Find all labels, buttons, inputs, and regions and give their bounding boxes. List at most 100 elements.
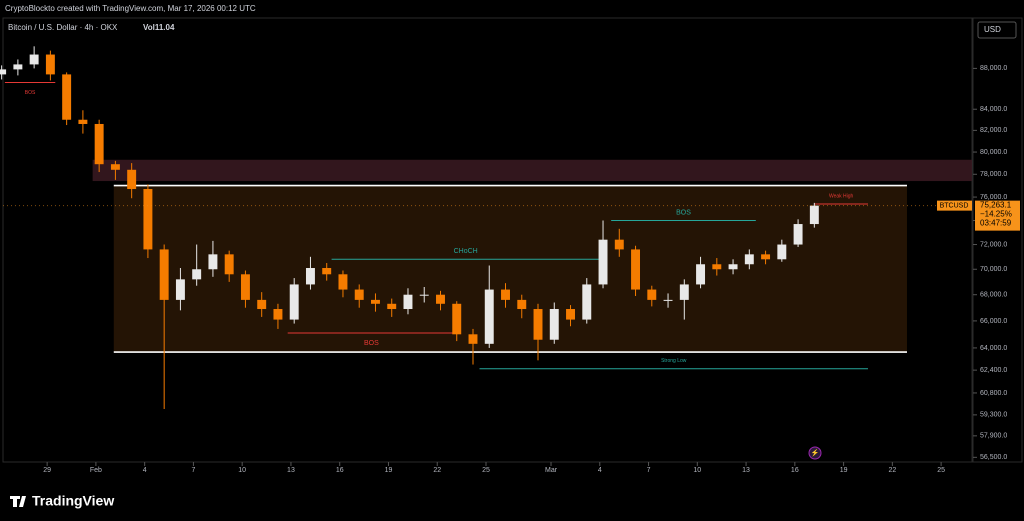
y-tick-label: 72,000.0: [980, 241, 1007, 248]
candle-body: [192, 269, 202, 280]
x-tick-label: 25: [482, 467, 490, 474]
candle-body: [647, 289, 657, 300]
candle-body: [110, 164, 120, 170]
change-text: −14.25%: [980, 210, 1012, 219]
x-tick-label: 7: [191, 467, 195, 474]
x-tick-label: 29: [43, 467, 51, 474]
y-tick-label: 62,400.0: [980, 367, 1007, 374]
candle-body: [501, 289, 510, 300]
candle-body: [224, 254, 234, 275]
candle-body: [13, 64, 23, 70]
candle-body: [566, 309, 575, 320]
zone: [92, 159, 973, 182]
candle-body: [127, 169, 137, 190]
x-tick-label: 10: [238, 467, 246, 474]
candle-body: [631, 249, 641, 290]
footer: [0, 488, 1024, 521]
x-tick-label: 13: [287, 467, 295, 474]
event-icon-glyph: ⚡: [811, 448, 820, 457]
candle-body: [175, 279, 185, 300]
candle-body: [354, 289, 364, 300]
countdown-text: 03:47:59: [980, 219, 1012, 228]
candle-body: [468, 334, 478, 344]
candle-body: [452, 303, 462, 335]
y-tick-label: 56,500.0: [980, 454, 1007, 461]
brand: TradingView: [32, 493, 114, 509]
candle-body: [289, 284, 299, 320]
level-label: BOS: [364, 340, 379, 347]
candle-body: [143, 189, 153, 250]
y-tick-label: 64,000.0: [980, 345, 1007, 352]
y-tick-label: 68,000.0: [980, 292, 1007, 299]
candle-body: [582, 284, 592, 320]
level-label: CHoCH: [454, 248, 478, 255]
x-tick-label: 16: [791, 467, 799, 474]
tv-logo: [10, 496, 26, 507]
level-label: BOS: [676, 209, 691, 216]
y-tick-label: 66,000.0: [980, 318, 1007, 325]
event-icon[interactable]: [808, 446, 822, 460]
candle-body: [744, 254, 754, 265]
x-tick-label: Mar: [545, 467, 558, 474]
candle-body: [78, 119, 88, 124]
candle-body: [614, 239, 624, 250]
x-tick-label: 16: [336, 467, 344, 474]
candle-body: [549, 309, 559, 340]
level-label: Strong Low: [661, 358, 687, 364]
candle-body: [62, 74, 72, 120]
y-tick-label: 70,000.0: [980, 266, 1007, 273]
candle-body: [679, 284, 689, 300]
symbol: Bitcoin / U.S. Dollar · 4h · OKX: [8, 23, 118, 32]
candle-body: [322, 268, 332, 275]
x-tick-label: 4: [143, 467, 147, 474]
candle-body: [45, 54, 55, 75]
candle-body: [240, 274, 250, 300]
y-tick-label: 76,000.0: [980, 194, 1007, 201]
currency: USD: [984, 25, 1001, 34]
x-tick-label: 22: [433, 467, 441, 474]
candle-body: [0, 69, 7, 75]
candle-body: [663, 299, 673, 301]
candle-body: [371, 299, 380, 304]
candle-body: [387, 303, 397, 310]
candle-body: [484, 289, 494, 344]
y-tick-label: 78,000.0: [980, 171, 1007, 178]
candle-body: [696, 264, 706, 285]
y-tick-label: 88,000.0: [980, 65, 1007, 72]
level-label: BOS: [25, 90, 36, 96]
candle-body: [94, 123, 104, 165]
price-tag: [975, 200, 1020, 231]
candle-body: [208, 254, 218, 270]
candle-body: [761, 254, 771, 260]
y-tick-label: 57,900.0: [980, 433, 1007, 440]
x-tick-label: 7: [647, 467, 651, 474]
y-tick-label: 82,000.0: [980, 127, 1007, 134]
currency-box[interactable]: [977, 21, 1017, 39]
candle-body: [598, 239, 608, 285]
zone: [113, 185, 907, 353]
y-tick-label: 84,000.0: [980, 106, 1007, 113]
candle-body: [533, 309, 543, 340]
x-tick-label: 10: [693, 467, 701, 474]
level-label: Weak High: [829, 193, 854, 199]
x-tick-label: 22: [888, 467, 896, 474]
candle-body: [777, 244, 787, 260]
candle-body: [809, 205, 819, 225]
candle-body: [419, 294, 429, 296]
candle-body: [159, 249, 169, 300]
price-tag-text: 75,263.1: [980, 201, 1012, 210]
x-tick-label: 25: [937, 467, 945, 474]
x-tick-label: 19: [840, 467, 848, 474]
y-tick-label: 60,800.0: [980, 390, 1007, 397]
x-tick-label: 19: [385, 467, 393, 474]
candle-body: [517, 299, 527, 310]
credit: CryptoBlockto created with TradingView.c…: [5, 4, 256, 13]
symbol-tag: [937, 200, 972, 211]
x-tick-label: 13: [742, 467, 750, 474]
x-tick-label: Feb: [90, 467, 102, 474]
candle-body: [712, 264, 722, 270]
candle-body: [273, 309, 283, 320]
candle-body: [793, 224, 803, 245]
